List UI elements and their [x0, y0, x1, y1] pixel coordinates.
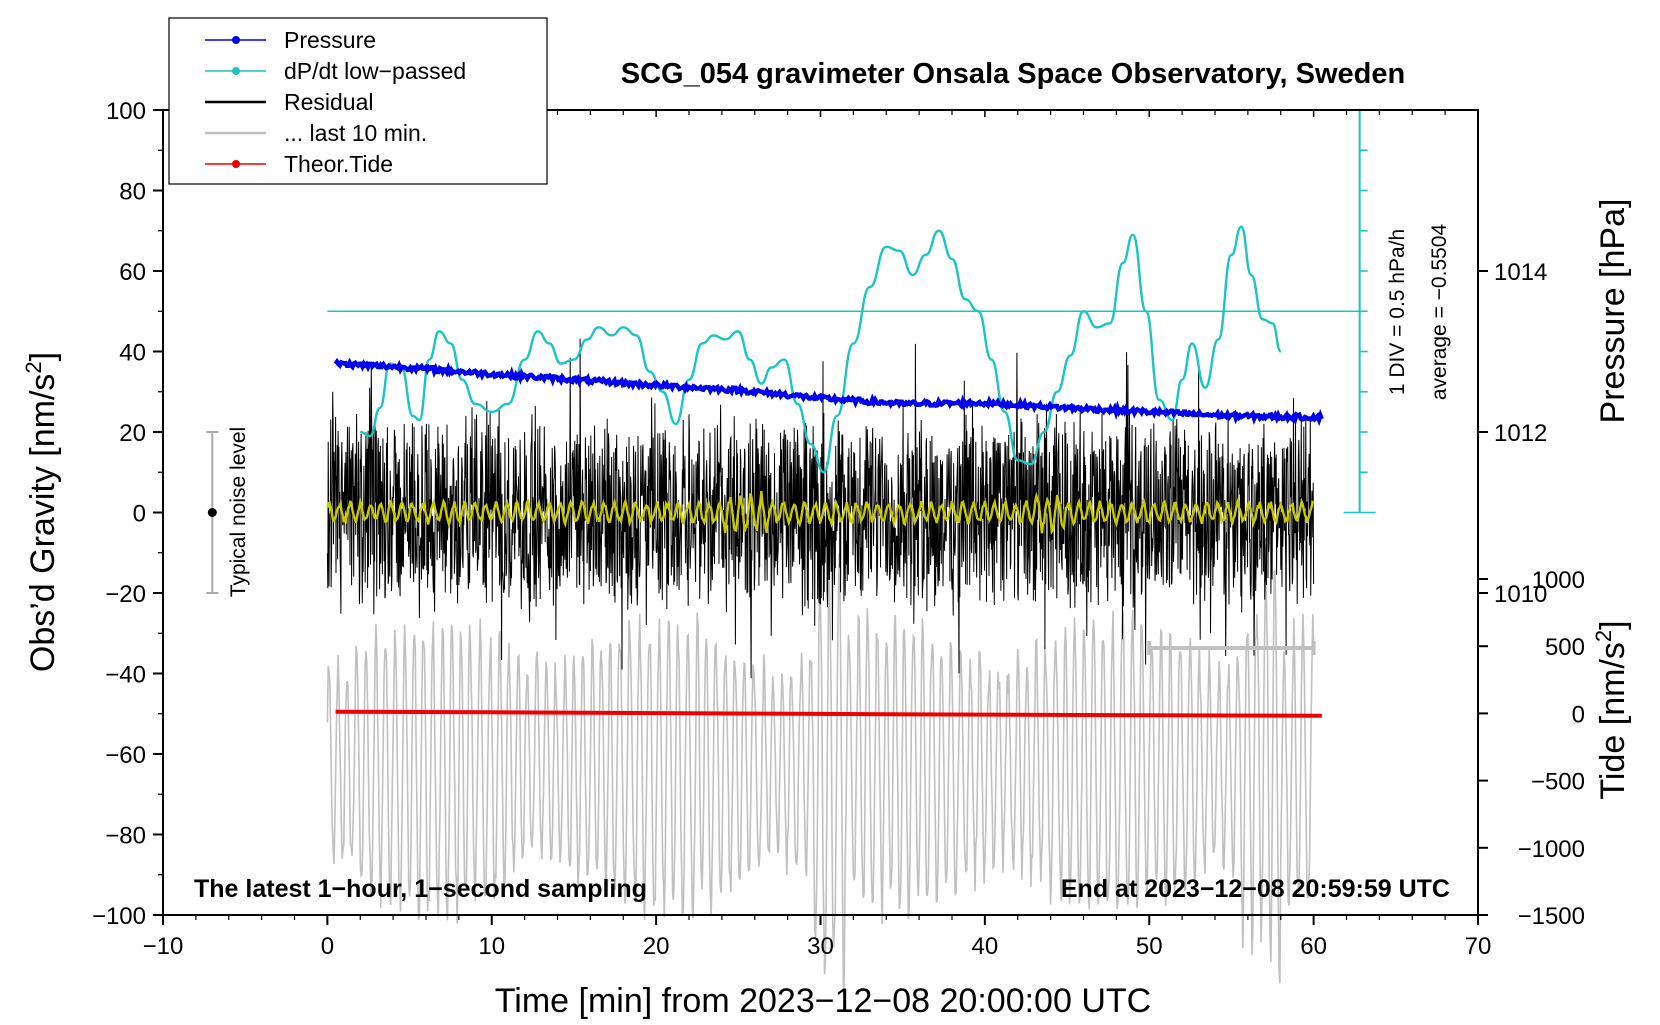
x-tick-label: −10 — [143, 933, 184, 960]
x-tick-label: 10 — [478, 933, 505, 960]
annotation-end-time: End at 2023−12−08 20:59:59 UTC — [1061, 875, 1450, 903]
x-tick-label: 70 — [1465, 933, 1492, 960]
tide-axis-title-text: Tide [nm/s — [1594, 642, 1632, 799]
y-tick-label: −40 — [105, 662, 146, 689]
series-residual-line — [326, 338, 1315, 679]
chart-title: SCG_054 gravimeter Onsala Space Observat… — [621, 58, 1405, 90]
series-dpdt-line — [360, 225, 1282, 474]
legend-marker — [232, 36, 240, 44]
pressure-axis-title: Pressure [hPa] — [1594, 199, 1632, 424]
y-axis-title-gravity: Obs’d Gravity [nm/s2] — [21, 352, 62, 672]
y-tick-label: 40 — [119, 340, 146, 367]
noise-bar-center-dot — [207, 508, 217, 517]
tide-axis-title-sup: 2 — [1591, 630, 1616, 642]
y-tick-label: −60 — [105, 742, 146, 769]
y-tick-label: −20 — [105, 581, 146, 608]
series-residual-smoothed-line — [326, 490, 1315, 535]
series-last-10-min-line — [326, 546, 1315, 995]
y-axis-title-sup: 2 — [21, 361, 46, 373]
noise-level-label: Typical noise level — [227, 427, 250, 597]
legend-label: Residual — [284, 89, 374, 115]
x-tick-label: 30 — [807, 933, 834, 960]
tide-axis-title: Tide [nm/s2] — [1591, 620, 1632, 799]
tide-tick-label: −500 — [1531, 769, 1585, 796]
tide-tick-label: −1000 — [1518, 836, 1585, 863]
y-axis-title-end: ] — [24, 352, 62, 361]
y-tick-label: 0 — [133, 501, 146, 528]
tide-tick-label: 500 — [1545, 634, 1585, 661]
legend-entries: Pressure dP/dt low−passed Residual ... last… — [205, 27, 466, 177]
x-axis-title: Time [min] from 2023−12−08 20:00:00 UTC — [495, 982, 1151, 1020]
dpdt-scale-label: 1 DIV = 0.5 hPa/h — [1386, 229, 1409, 395]
x-tick-label: 0 — [321, 933, 334, 960]
tide-tick-label: 1000 — [1532, 567, 1585, 594]
series-pressure-line — [333, 357, 1324, 427]
y-tick-label: 100 — [106, 98, 146, 125]
legend-label: dP/dt low−passed — [284, 58, 466, 84]
y-tick-label: 20 — [119, 420, 146, 447]
x-tick-label: 20 — [643, 933, 670, 960]
tide-tick-label: −1500 — [1518, 903, 1585, 930]
y-tick-label: −80 — [105, 823, 146, 850]
annotation-sampling: The latest 1−hour, 1−second sampling — [194, 875, 647, 903]
x-tick-label: 40 — [972, 933, 999, 960]
pressure-tick-label: 1012 — [1494, 420, 1547, 447]
legend-marker — [232, 160, 240, 168]
dpdt-average-label: average = −0.5504 — [1428, 224, 1451, 401]
tide-tick-label: 0 — [1572, 701, 1585, 728]
y-axis-title-text: Obs’d Gravity [nm/s — [24, 374, 62, 673]
legend-label: ... last 10 min. — [284, 120, 427, 146]
axes-layer: −10 0 10 20 30 40 50 60 70100806040200−20−40−60−… — [92, 98, 1585, 960]
y-tick-label: −100 — [92, 903, 146, 930]
x-tick-label: 50 — [1136, 933, 1163, 960]
y-tick-label: 80 — [119, 179, 146, 206]
y-tick-label: 60 — [119, 259, 146, 286]
legend: Pressure dP/dt low−passed Residual ... last… — [168, 17, 548, 185]
legend-marker — [232, 67, 240, 75]
tide-axis-title-end: ] — [1594, 620, 1632, 629]
x-tick-label: 60 — [1300, 933, 1327, 960]
series-theor-tide-line — [335, 709, 1322, 718]
data-layer — [206, 109, 1376, 995]
pressure-tick-label: 1010 — [1494, 581, 1547, 608]
pressure-tick-label: 1014 — [1494, 259, 1547, 286]
legend-label: Theor.Tide — [284, 151, 393, 177]
legend-label: Pressure — [284, 27, 376, 53]
